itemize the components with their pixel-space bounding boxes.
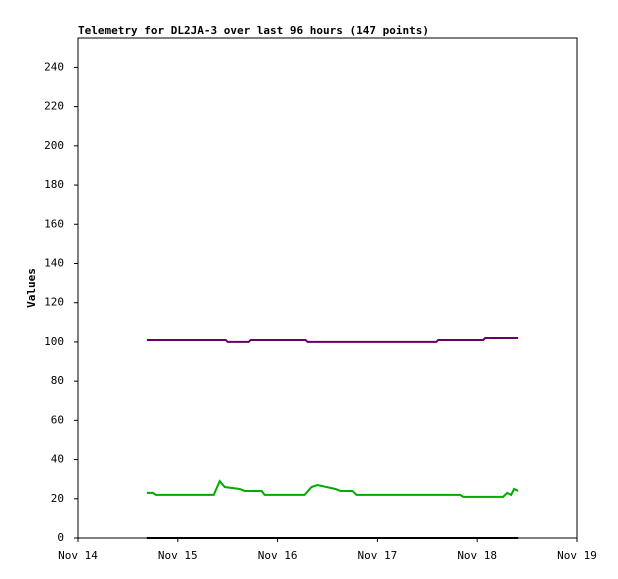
x-tick-label: Nov 16 bbox=[258, 549, 298, 562]
x-tick-label: Nov 18 bbox=[457, 549, 497, 562]
y-tick-label: 20 bbox=[51, 492, 64, 505]
x-tick-label: Nov 14 bbox=[58, 549, 98, 562]
y-tick-label: 100 bbox=[44, 335, 64, 348]
x-tick-label: Nov 19 bbox=[557, 549, 597, 562]
y-tick-label: 200 bbox=[44, 139, 64, 152]
y-tick-label: 140 bbox=[44, 256, 64, 269]
y-tick-label: 60 bbox=[51, 413, 64, 426]
y-tick-label: 220 bbox=[44, 100, 64, 113]
y-tick-label: 240 bbox=[44, 60, 64, 73]
plot-frame bbox=[77, 37, 578, 539]
line-series bbox=[146, 337, 519, 343]
x-tick-label: Nov 15 bbox=[158, 549, 198, 562]
y-tick-label: 40 bbox=[51, 453, 64, 466]
x-tick-label: Nov 17 bbox=[358, 549, 398, 562]
y-tick-label: 180 bbox=[44, 178, 64, 191]
chart-title: Telemetry for DL2JA-3 over last 96 hours… bbox=[78, 24, 429, 37]
line-series bbox=[146, 479, 519, 498]
y-tick-label: 120 bbox=[44, 296, 64, 309]
y-tick-label: 80 bbox=[51, 374, 64, 387]
y-tick-label: 0 bbox=[57, 531, 64, 544]
y-axis-label: Values bbox=[25, 268, 38, 308]
y-tick-label: 160 bbox=[44, 217, 64, 230]
